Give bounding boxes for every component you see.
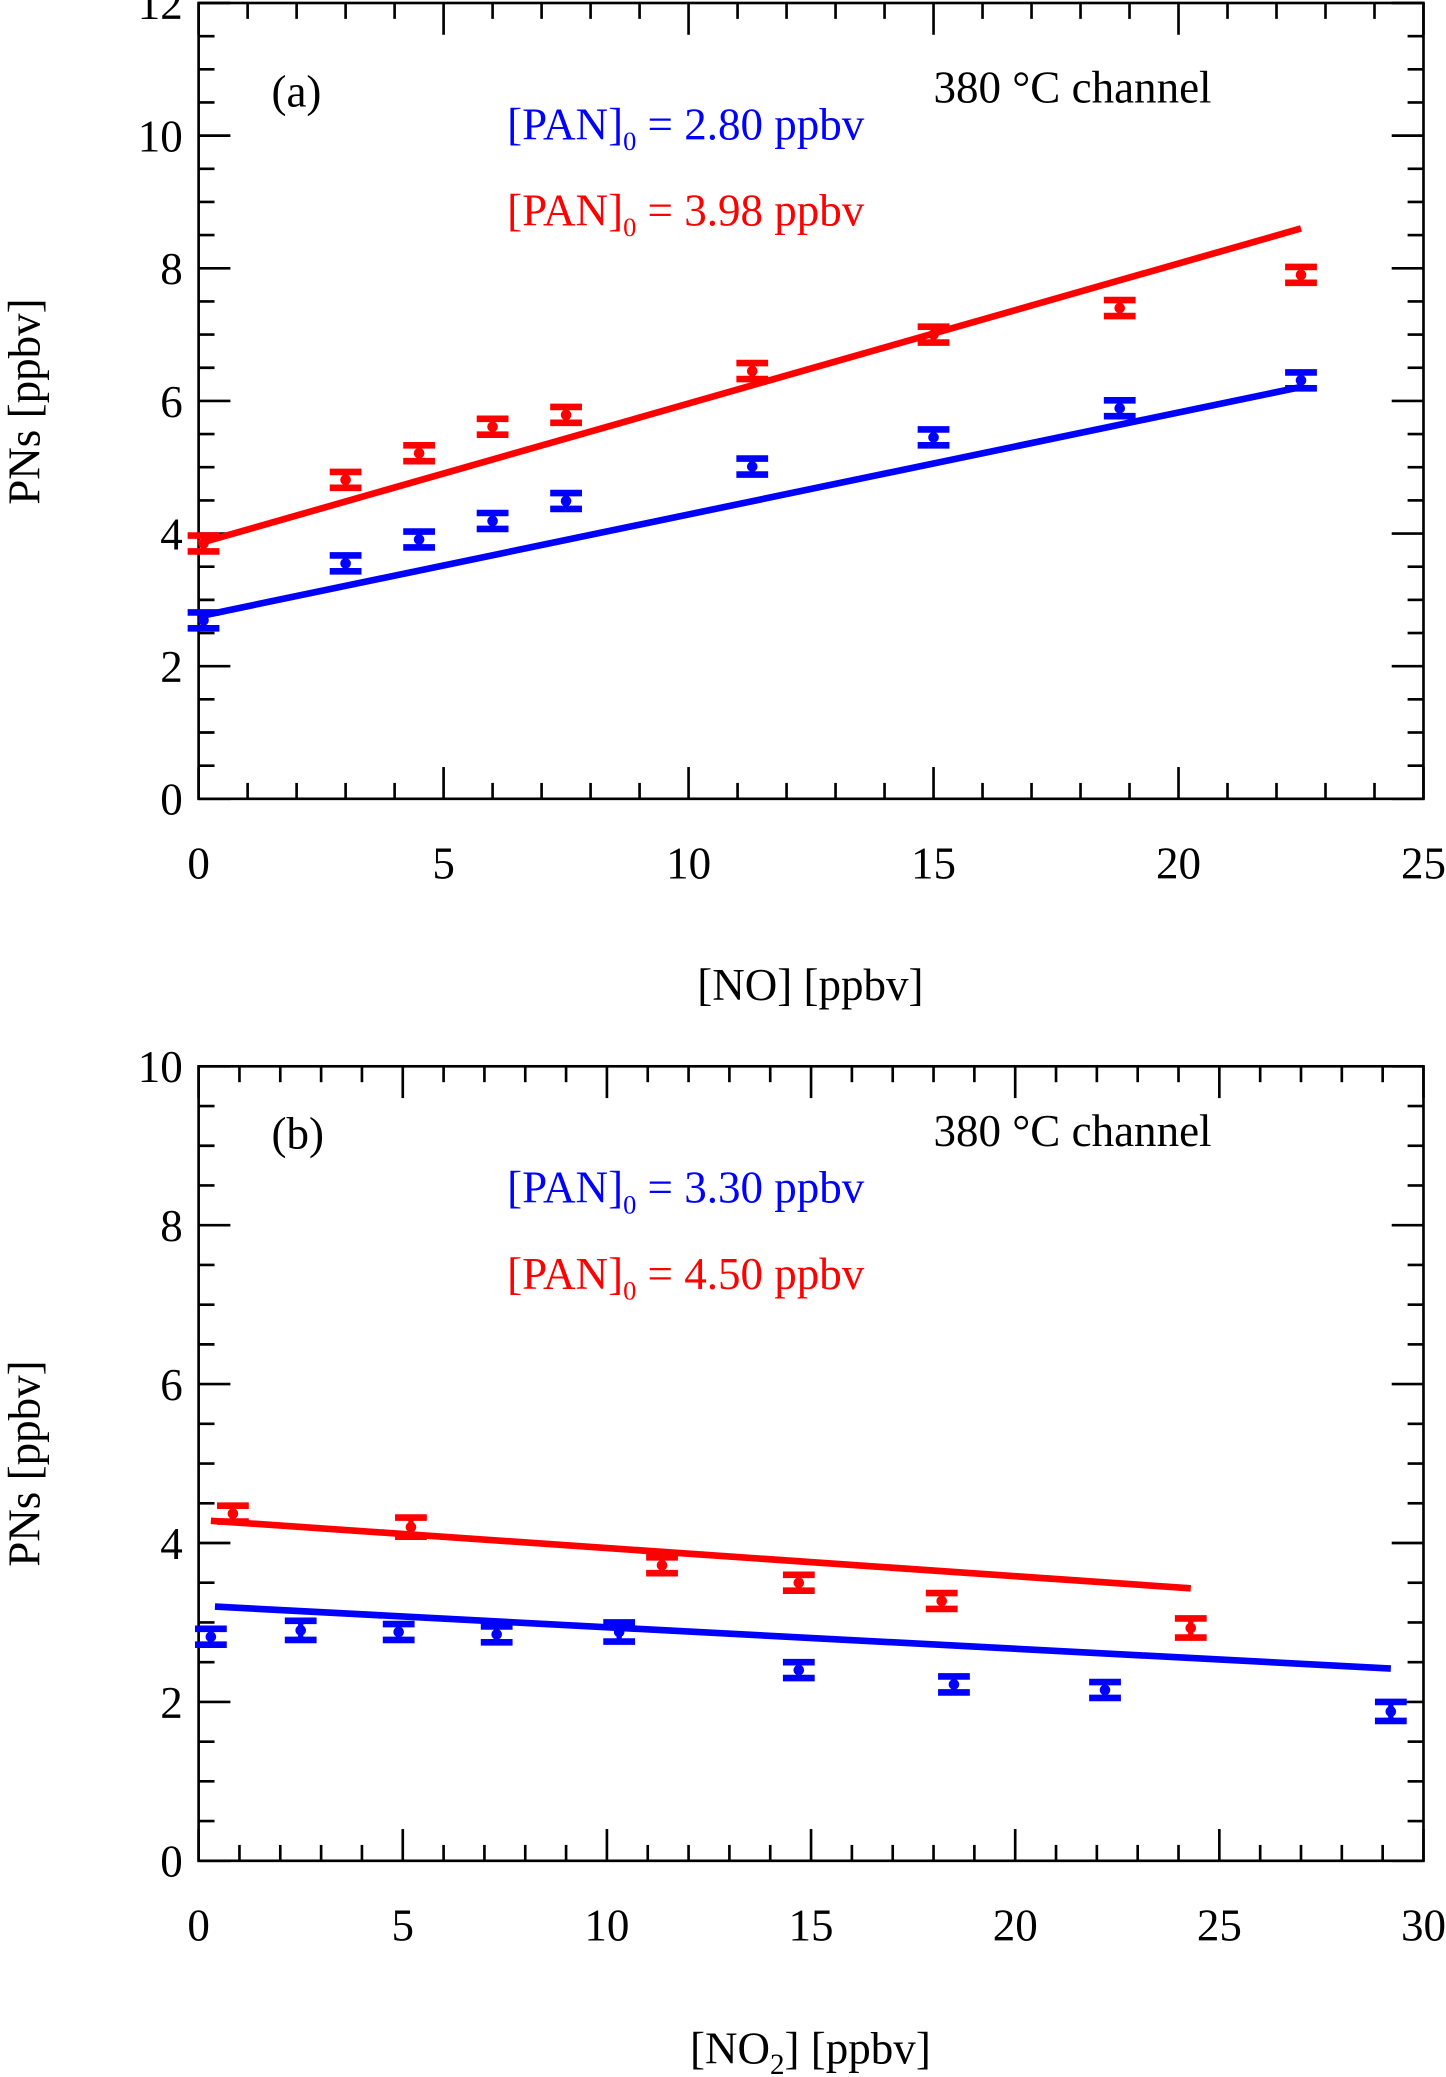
x-tick-label: 25 bbox=[1401, 838, 1446, 888]
y-tick-label: 0 bbox=[160, 1837, 183, 1887]
data-point bbox=[217, 1502, 249, 1525]
y-tick-label: 6 bbox=[160, 377, 183, 427]
series-blue bbox=[194, 1603, 1407, 1725]
x-tick-label: 10 bbox=[666, 838, 711, 888]
data-point bbox=[382, 1620, 415, 1644]
x-tick-label: 20 bbox=[1156, 838, 1201, 888]
panel-b: (b) 380 °C channel [NO2] [ppbv] PNs [ppb… bbox=[0, 1042, 1446, 2077]
data-point bbox=[550, 489, 582, 513]
data-point bbox=[1285, 369, 1317, 392]
annotation-a: 380 °C channel bbox=[934, 62, 1212, 112]
data-point bbox=[1174, 1615, 1207, 1641]
x-tick-label: 0 bbox=[187, 838, 210, 888]
data-point bbox=[194, 1625, 227, 1649]
data-point bbox=[403, 528, 435, 551]
data-point bbox=[329, 468, 362, 492]
data-point bbox=[1374, 1698, 1407, 1725]
annotation-b: 380 °C channel bbox=[934, 1106, 1212, 1156]
y-tick-label: 10 bbox=[138, 1042, 183, 1092]
panel-label-a: (a) bbox=[271, 66, 321, 116]
fit-line bbox=[197, 383, 1302, 620]
x-tick-label: 0 bbox=[187, 1900, 210, 1950]
data-point bbox=[284, 1617, 317, 1644]
y-tick-label: 6 bbox=[160, 1360, 183, 1410]
data-point bbox=[736, 455, 769, 478]
x-tick-label: 20 bbox=[993, 1900, 1038, 1950]
series-blue bbox=[187, 369, 1317, 632]
x-axis-label-b: [NO2] [ppbv] bbox=[690, 2023, 931, 2077]
data-point bbox=[938, 1673, 970, 1696]
series-red bbox=[187, 225, 1317, 555]
data-point bbox=[395, 1514, 427, 1540]
data-point bbox=[187, 609, 220, 632]
legend-entry: [PAN]0 = 3.98 ppbv bbox=[507, 185, 865, 242]
x-tick-label: 5 bbox=[432, 838, 455, 888]
x-tick-label: 15 bbox=[911, 838, 956, 888]
data-point bbox=[403, 442, 435, 465]
fit-line bbox=[210, 1517, 1191, 1592]
data-point bbox=[550, 403, 582, 427]
y-tick-label: 0 bbox=[160, 775, 183, 825]
data-point bbox=[782, 1658, 815, 1682]
y-tick-label: 8 bbox=[160, 244, 183, 294]
x-tick-label: 10 bbox=[584, 1900, 629, 1950]
data-point bbox=[1285, 263, 1317, 287]
x-tick-label: 15 bbox=[789, 1900, 834, 1950]
data-point bbox=[476, 415, 509, 439]
y-tick-label: 2 bbox=[160, 642, 183, 692]
panel-a: (a) 380 °C channel [NO] [ppbv] PNs [ppbv… bbox=[0, 0, 1446, 1010]
data-point bbox=[1089, 1678, 1121, 1702]
series-red bbox=[210, 1502, 1207, 1641]
y-tick-label: 12 bbox=[138, 0, 183, 29]
data-point bbox=[1103, 396, 1136, 420]
x-tick-label: 5 bbox=[392, 1900, 415, 1950]
fit-line bbox=[197, 225, 1302, 547]
y-tick-label: 10 bbox=[138, 112, 183, 162]
data-point bbox=[480, 1623, 513, 1646]
data-point bbox=[187, 532, 220, 555]
y-tick-label: 2 bbox=[160, 1678, 183, 1728]
data-point bbox=[1103, 296, 1136, 320]
data-point bbox=[646, 1554, 678, 1577]
data-point bbox=[782, 1571, 815, 1594]
y-axis-label-b: PNs [ppbv] bbox=[0, 1360, 50, 1566]
y-axis-label-a: PNs [ppbv] bbox=[0, 298, 50, 504]
legend-entry: [PAN]0 = 4.50 ppbv bbox=[507, 1249, 865, 1306]
legend-entry: [PAN]0 = 3.30 ppbv bbox=[507, 1163, 865, 1220]
data-point bbox=[917, 426, 950, 449]
x-axis-label-a: [NO] [ppbv] bbox=[697, 960, 923, 1010]
panel-label-b: (b) bbox=[271, 1108, 324, 1158]
y-tick-label: 4 bbox=[160, 509, 183, 559]
data-point bbox=[736, 359, 769, 383]
x-tick-label: 25 bbox=[1197, 1900, 1242, 1950]
y-tick-label: 8 bbox=[160, 1201, 183, 1251]
data-point bbox=[329, 552, 362, 575]
data-point bbox=[603, 1619, 636, 1645]
y-tick-label: 4 bbox=[160, 1519, 183, 1569]
data-point bbox=[925, 1589, 958, 1613]
data-point bbox=[917, 323, 950, 346]
legend-entry: [PAN]0 = 2.80 ppbv bbox=[507, 99, 865, 156]
data-point bbox=[476, 509, 509, 533]
fit-line bbox=[214, 1603, 1392, 1672]
x-tick-label: 30 bbox=[1401, 1900, 1446, 1950]
